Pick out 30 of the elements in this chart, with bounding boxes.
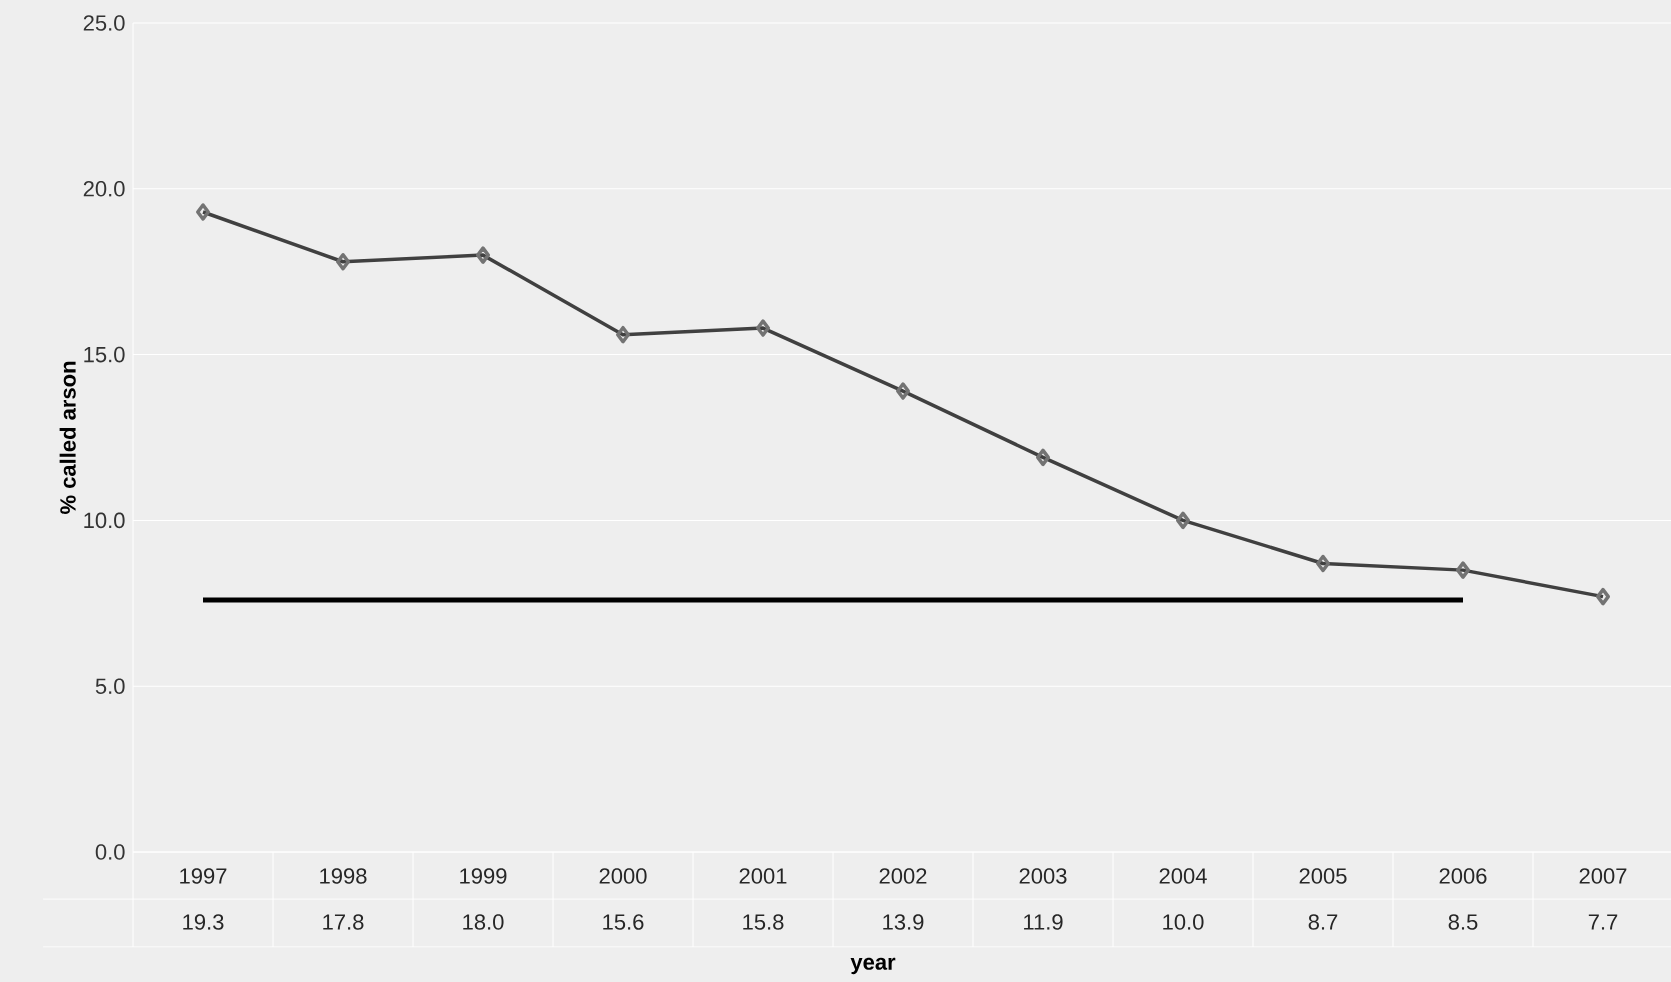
y-tick-label: 5.0 — [95, 678, 125, 694]
y-tick-label: 20.0 — [83, 180, 125, 197]
data-label: 8.7 — [1308, 914, 1338, 930]
x-tick-label: 2002 — [879, 868, 927, 884]
x-tick-label: 2007 — [1579, 868, 1627, 884]
y-axis-title: % called arson — [59, 361, 76, 514]
data-label: 11.9 — [1024, 914, 1063, 930]
data-label: 7.7 — [1588, 914, 1618, 930]
x-tick-label: 1997 — [180, 868, 227, 884]
x-tick-label: 2005 — [1299, 868, 1347, 884]
data-label: 18.0 — [463, 914, 504, 930]
x-tick-label: 2006 — [1439, 868, 1487, 884]
data-label: 17.8 — [323, 914, 364, 930]
x-tick-label: 1999 — [460, 868, 507, 884]
y-tick-label: 25.0 — [83, 15, 125, 31]
x-tick-label: 2000 — [599, 868, 647, 884]
y-tick-label: 10.0 — [84, 512, 125, 529]
x-tick-label: 2004 — [1159, 868, 1207, 884]
x-axis-title: year — [850, 957, 896, 975]
x-tick-label: 2001 — [739, 868, 787, 884]
y-tick-label: 0.0 — [95, 844, 125, 860]
data-label: 10.0 — [1163, 914, 1204, 930]
x-tick-label: 1998 — [320, 868, 367, 884]
data-label: 19.3 — [183, 914, 224, 930]
data-label: 8.5 — [1448, 914, 1478, 930]
y-tick-label: 15.0 — [84, 346, 125, 363]
x-tick-label: 2003 — [1019, 868, 1067, 884]
data-label: 15.6 — [603, 914, 644, 930]
data-label: 13.9 — [883, 914, 924, 930]
data-label: 15.8 — [743, 914, 784, 930]
